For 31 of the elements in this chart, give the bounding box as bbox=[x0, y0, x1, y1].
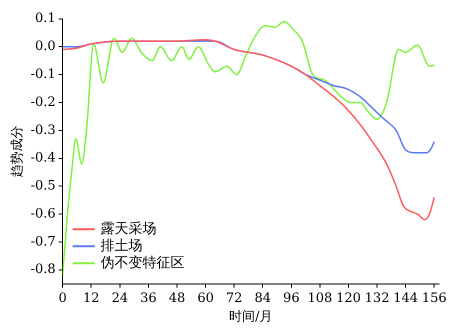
x-tick-label: 36 bbox=[140, 290, 157, 306]
y-tick-label: -0.6 bbox=[30, 206, 56, 222]
y-tick-label: -0.4 bbox=[30, 150, 56, 166]
y-tick-label: -0.8 bbox=[30, 262, 56, 278]
x-tick-label: 60 bbox=[197, 290, 214, 306]
x-tick-label: 24 bbox=[112, 290, 128, 306]
y-tick-label: -0.7 bbox=[30, 234, 56, 250]
x-tick-label: 12 bbox=[82, 290, 100, 306]
x-tick-label: 48 bbox=[168, 290, 186, 306]
x-tick-label: 84 bbox=[254, 290, 272, 306]
legend-label: 伪不变特征区 bbox=[100, 254, 185, 271]
y-tick-label: -0.5 bbox=[30, 178, 56, 194]
y-tick-label: -0.2 bbox=[30, 94, 56, 110]
y-tick-label: -0.3 bbox=[30, 122, 56, 138]
y-axis-title: 趋势成分 bbox=[10, 125, 26, 178]
y-tick-label: -0.1 bbox=[30, 66, 56, 82]
line-series bbox=[62, 20, 435, 276]
line-series bbox=[62, 38, 435, 220]
x-tick-label: 96 bbox=[283, 290, 300, 306]
x-axis-title: 时间/月 bbox=[229, 310, 273, 325]
x-tick-label: 120 bbox=[336, 290, 361, 306]
x-tick-label: 144 bbox=[393, 290, 418, 306]
y-tick-label: 0.0 bbox=[34, 39, 56, 54]
x-tick-label: 132 bbox=[364, 290, 390, 306]
x-tick-label: 156 bbox=[422, 290, 447, 306]
legend-label: 排土场 bbox=[100, 238, 143, 254]
x-tick-label: 108 bbox=[307, 290, 332, 306]
x-tick-label: 0 bbox=[58, 290, 67, 306]
legend-label: 露天采场 bbox=[100, 220, 157, 237]
x-tick-label: 72 bbox=[226, 290, 242, 306]
y-tick-label: 0.1 bbox=[34, 11, 56, 26]
